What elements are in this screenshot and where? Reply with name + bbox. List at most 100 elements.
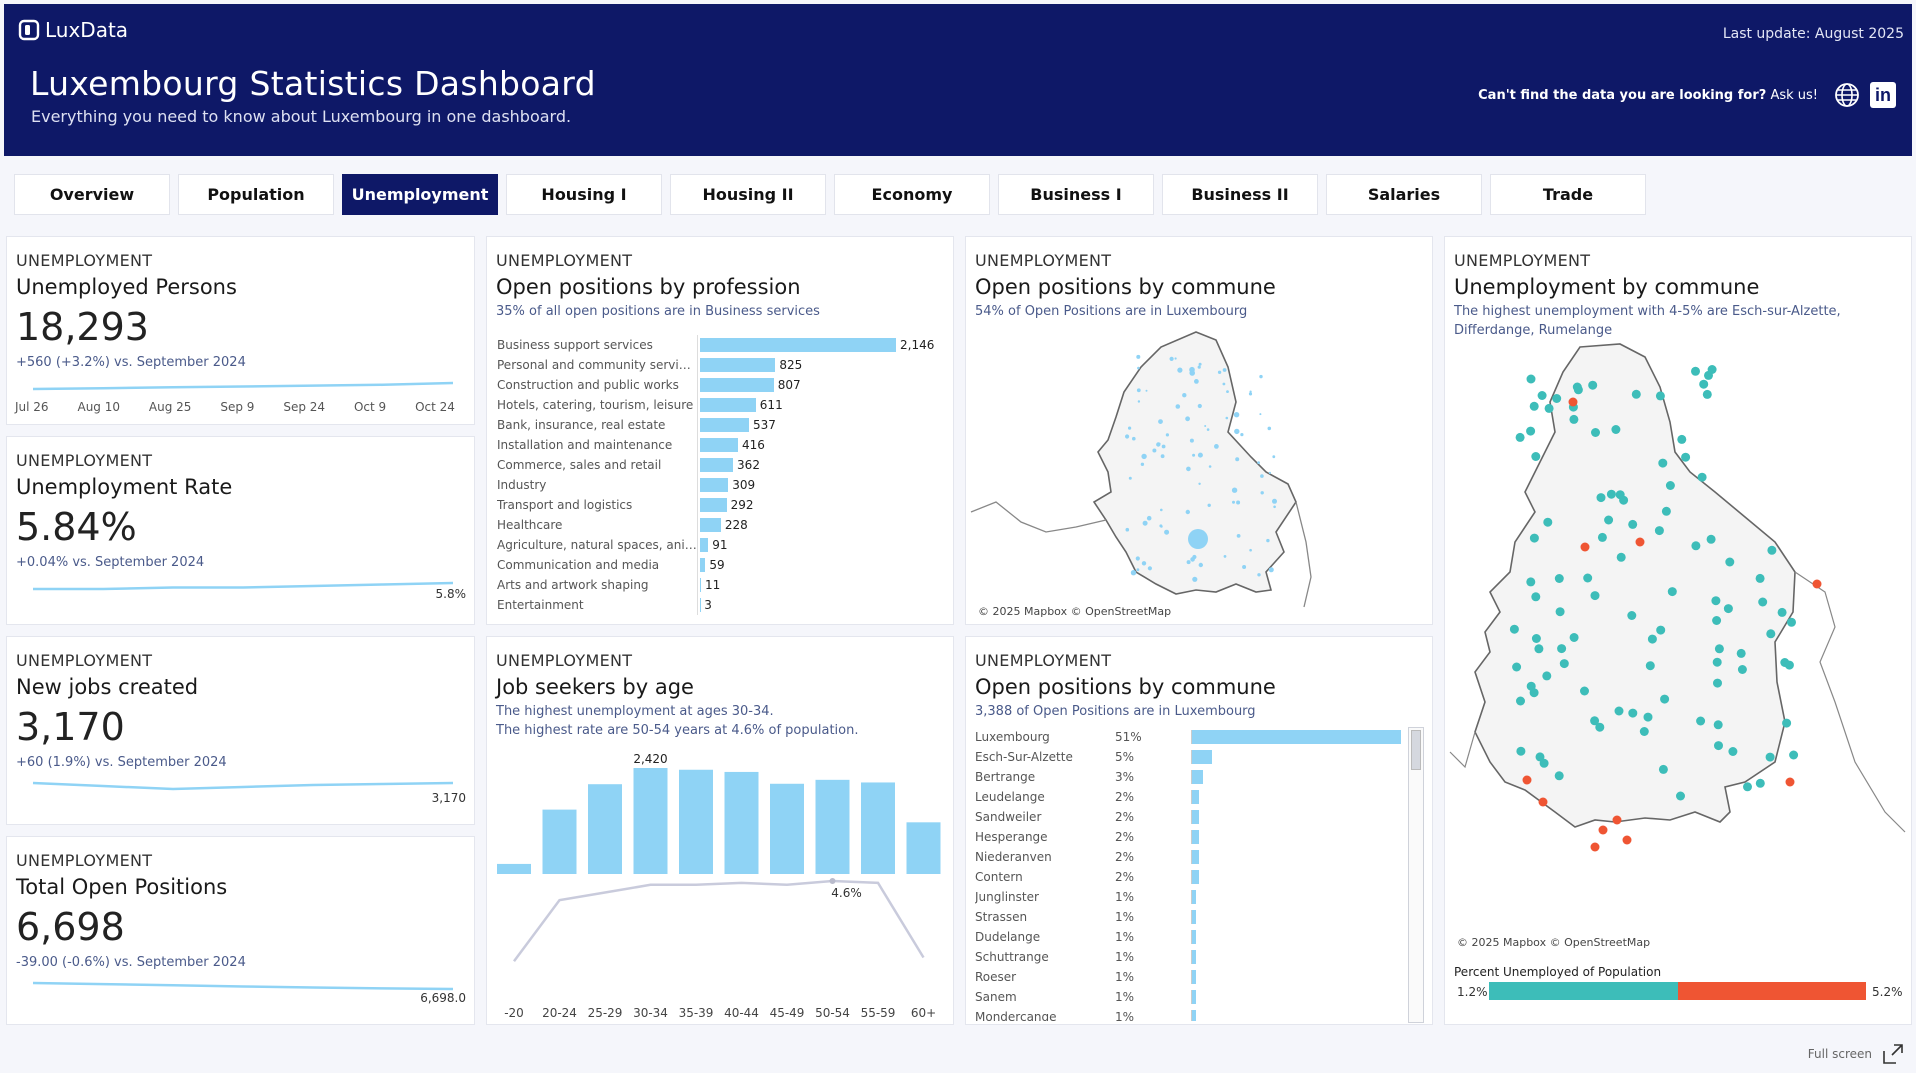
profession-row[interactable]: Communication and media 59 <box>497 555 934 575</box>
commune-marker[interactable] <box>1583 573 1593 583</box>
commune-bar[interactable] <box>1191 810 1200 824</box>
commune-row[interactable]: Junglinster 1% <box>975 887 1421 907</box>
commune-marker[interactable] <box>1145 389 1148 392</box>
commune-bar[interactable] <box>1191 830 1200 844</box>
commune-marker[interactable] <box>1596 493 1606 503</box>
commune-marker[interactable] <box>1198 482 1201 485</box>
commune-marker[interactable] <box>1226 390 1229 393</box>
commune-marker[interactable] <box>1643 712 1653 722</box>
commune-marker[interactable] <box>1782 718 1792 728</box>
commune-marker[interactable] <box>1628 519 1638 529</box>
commune-marker[interactable] <box>1515 432 1525 442</box>
commune-marker[interactable] <box>1616 552 1626 562</box>
commune-marker[interactable] <box>1591 428 1600 437</box>
commune-marker[interactable] <box>1135 556 1140 561</box>
commune-marker[interactable] <box>1175 404 1181 409</box>
commune-marker[interactable] <box>1614 706 1624 716</box>
commune-marker[interactable] <box>1198 362 1202 366</box>
profession-bar[interactable] <box>700 478 729 492</box>
commune-marker[interactable] <box>1766 629 1776 639</box>
profession-row[interactable]: Healthcare 228 <box>497 515 934 535</box>
commune-marker[interactable] <box>1192 576 1198 582</box>
commune-marker[interactable] <box>1569 414 1579 424</box>
tab-business-1[interactable]: Business I <box>998 174 1154 215</box>
commune-marker[interactable] <box>1257 461 1260 464</box>
high-unemployment-marker[interactable] <box>1538 797 1548 807</box>
commune-marker[interactable] <box>1531 592 1541 602</box>
list-scrollbar[interactable] <box>1408 727 1424 1023</box>
profession-row[interactable]: Commerce, sales and retail 362 <box>497 455 934 475</box>
commune-marker[interactable] <box>1141 453 1147 460</box>
commune-marker[interactable] <box>1595 722 1605 732</box>
commune-row[interactable]: Roeser 1% <box>975 967 1421 987</box>
commune-marker[interactable] <box>1743 782 1752 792</box>
high-unemployment-marker[interactable] <box>1635 537 1645 547</box>
commune-marker[interactable] <box>1529 533 1539 543</box>
profession-bar[interactable] <box>700 498 727 512</box>
profession-bar[interactable] <box>700 438 738 452</box>
commune-marker[interactable] <box>1177 367 1183 373</box>
commune-marker[interactable] <box>1197 365 1201 369</box>
kpi-card-unemployment-rate[interactable]: UNEMPLOYMENT Unemployment Rate 5.84% +0.… <box>6 436 475 625</box>
commune-marker[interactable] <box>1597 532 1607 542</box>
commune-marker[interactable] <box>1631 389 1641 399</box>
commune-marker[interactable] <box>1736 648 1746 658</box>
age-bar[interactable] <box>542 809 577 874</box>
commune-marker[interactable] <box>1697 472 1707 482</box>
commune-row[interactable]: Leudelange 2% <box>975 787 1421 807</box>
profession-row[interactable]: Bank, insurance, real estate 537 <box>497 415 934 435</box>
profession-row[interactable]: Personal and community services 825 <box>497 355 934 375</box>
age-bar[interactable] <box>633 768 668 874</box>
tab-overview[interactable]: Overview <box>14 174 170 215</box>
commune-marker[interactable] <box>1681 452 1691 462</box>
commune-bar[interactable] <box>1191 870 1200 884</box>
commune-marker[interactable] <box>1590 591 1600 601</box>
commune-marker[interactable] <box>1542 671 1552 681</box>
commune-marker[interactable] <box>1214 444 1219 449</box>
commune-marker[interactable] <box>1125 434 1130 439</box>
commune-marker[interactable] <box>1136 568 1140 572</box>
expand-icon[interactable] <box>1882 1043 1904 1065</box>
commune-marker[interactable] <box>1572 382 1582 392</box>
commune-marker[interactable] <box>1235 457 1240 462</box>
commune-marker[interactable] <box>1272 498 1277 504</box>
commune-marker[interactable] <box>1611 425 1621 434</box>
scrollbar-thumb[interactable] <box>1411 730 1421 770</box>
profession-bar[interactable] <box>700 418 750 432</box>
commune-marker[interactable] <box>1615 490 1625 500</box>
commune-marker[interactable] <box>1713 720 1723 730</box>
fullscreen-control[interactable]: Full screen <box>1808 1043 1904 1065</box>
commune-marker[interactable] <box>1249 390 1252 393</box>
commune-marker[interactable] <box>1233 412 1240 418</box>
commune-marker[interactable] <box>1552 394 1562 403</box>
profession-bar[interactable] <box>700 378 774 392</box>
commune-marker[interactable] <box>1186 466 1191 472</box>
commune-bar[interactable] <box>1191 850 1200 864</box>
commune-marker[interactable] <box>1165 433 1169 437</box>
commune-bar[interactable] <box>1191 910 1196 924</box>
commune-marker[interactable] <box>1526 681 1536 691</box>
profession-bar[interactable] <box>700 538 709 552</box>
commune-marker[interactable] <box>1557 644 1567 654</box>
commune-marker[interactable] <box>1723 604 1733 614</box>
commune-bar[interactable] <box>1191 730 1401 744</box>
commune-marker[interactable] <box>1559 659 1569 669</box>
commune-marker[interactable] <box>1182 393 1187 398</box>
commune-marker[interactable] <box>1691 541 1701 551</box>
commune-row[interactable]: Contern 2% <box>975 867 1421 887</box>
profession-bar[interactable] <box>700 338 896 352</box>
commune-row[interactable]: Mondercange 1% <box>975 1007 1421 1021</box>
commune-marker[interactable] <box>1128 476 1132 480</box>
commune-marker[interactable] <box>1535 752 1545 762</box>
commune-row[interactable]: Esch-Sur-Alzette 5% <box>975 747 1421 767</box>
commune-marker[interactable] <box>1268 567 1274 573</box>
commune-marker[interactable] <box>1658 764 1668 774</box>
commune-marker[interactable] <box>1628 708 1638 718</box>
commune-row[interactable]: Bertrange 3% <box>975 767 1421 787</box>
globe-icon[interactable] <box>1834 82 1860 108</box>
high-unemployment-marker[interactable] <box>1598 825 1608 835</box>
commune-row[interactable]: Niederanven 2% <box>975 847 1421 867</box>
commune-marker[interactable] <box>1132 436 1136 441</box>
commune-marker[interactable] <box>1268 471 1271 474</box>
commune-marker[interactable] <box>1273 505 1276 509</box>
